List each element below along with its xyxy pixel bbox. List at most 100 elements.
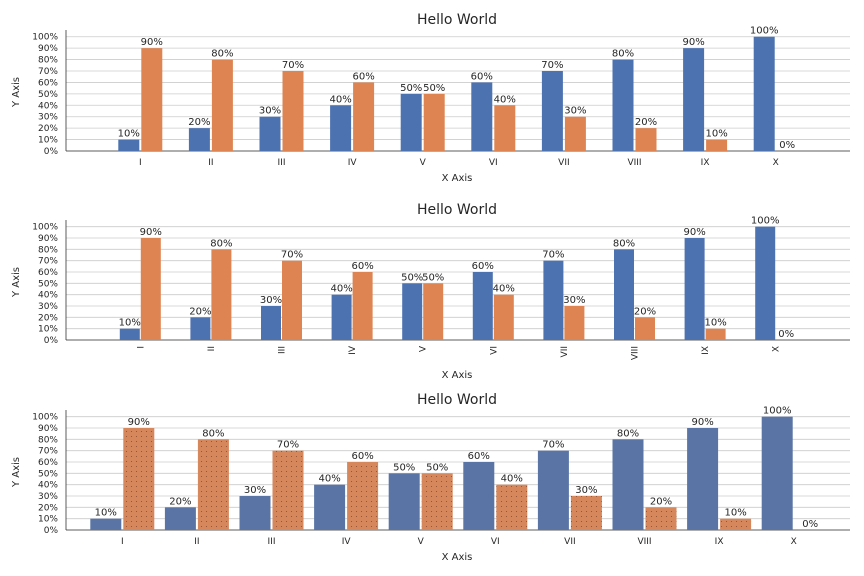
x-tick-label: III xyxy=(278,346,288,354)
chart-panel-middle: Hello World X Axis Y Axis 0%10%20%30%40%… xyxy=(11,202,850,381)
bar-series-2 xyxy=(645,507,677,530)
bar-series-1 xyxy=(541,71,563,151)
data-label: 60% xyxy=(468,451,490,462)
bar-series-2 xyxy=(211,59,233,152)
x-tick-label: VIII xyxy=(631,346,641,360)
bar-series-1 xyxy=(90,518,122,530)
y-tick-label: 100% xyxy=(32,413,58,423)
data-label: 80% xyxy=(202,428,224,439)
x-tick-label: IV xyxy=(348,158,358,168)
chart-panel-bottom: Hello World X Axis Y Axis 0%10%20%30%40%… xyxy=(11,392,850,563)
bar-series-1 xyxy=(119,328,140,340)
bar-series-1 xyxy=(259,116,281,151)
bar-series-2 xyxy=(493,294,514,340)
data-label: 20% xyxy=(635,117,657,128)
plot-area: 0%10%20%30%40%50%60%70%80%90%100%10%90%I… xyxy=(32,26,850,168)
bar-series-1 xyxy=(683,48,705,152)
bar-series-1 xyxy=(687,428,719,530)
bar-series-1 xyxy=(314,484,346,530)
chart-panel-top: Hello World X Axis Y Axis 0%10%20%30%40%… xyxy=(11,12,850,184)
data-label: 90% xyxy=(141,37,163,48)
data-label: 0% xyxy=(778,329,794,340)
x-tick-label: X xyxy=(772,346,782,352)
data-label: 10% xyxy=(705,129,727,140)
bar-series-2 xyxy=(282,260,302,340)
y-tick-label: 30% xyxy=(38,113,58,123)
data-label: 90% xyxy=(683,227,705,238)
data-label: 0% xyxy=(779,140,795,151)
y-tick-label: 10% xyxy=(38,136,58,146)
data-label: 80% xyxy=(211,49,233,60)
y-tick-label: 20% xyxy=(38,503,58,513)
data-label: 70% xyxy=(277,440,299,451)
data-label: 50% xyxy=(400,83,422,94)
y-tick-label: 70% xyxy=(38,257,58,267)
y-axis-label: Y Axis xyxy=(11,457,22,488)
data-label: 90% xyxy=(140,227,162,238)
data-label: 30% xyxy=(575,485,597,496)
data-label: 40% xyxy=(318,474,340,485)
data-label: 60% xyxy=(471,71,493,82)
x-axis-label: X Axis xyxy=(442,552,473,563)
bar-series-1 xyxy=(755,226,776,340)
data-label: 60% xyxy=(351,261,373,272)
bar-series-1 xyxy=(388,473,420,530)
bar-series-1 xyxy=(330,105,352,151)
data-label: 30% xyxy=(563,295,585,306)
bar-series-1 xyxy=(614,249,634,340)
data-label: 40% xyxy=(501,474,523,485)
y-tick-label: 60% xyxy=(38,458,58,468)
data-label: 40% xyxy=(329,94,351,105)
data-label: 20% xyxy=(169,496,191,507)
bar-series-1 xyxy=(761,416,793,530)
x-tick-label: II xyxy=(194,537,199,547)
data-label: 10% xyxy=(724,508,746,519)
data-label: 70% xyxy=(282,60,304,71)
bar-series-2 xyxy=(705,328,726,340)
x-tick-label: V xyxy=(419,345,429,352)
data-label: 20% xyxy=(188,117,210,128)
y-tick-label: 70% xyxy=(38,67,58,77)
data-label: 100% xyxy=(763,406,792,417)
data-label: 90% xyxy=(691,417,713,428)
chart-title: Hello World xyxy=(417,392,497,408)
y-tick-label: 80% xyxy=(38,56,58,66)
x-tick-label: VI xyxy=(491,537,500,547)
y-tick-label: 10% xyxy=(38,515,58,525)
data-label: 80% xyxy=(617,428,639,439)
bar-series-2 xyxy=(272,450,304,530)
bar-series-2 xyxy=(496,484,528,530)
x-tick-label: III xyxy=(278,158,286,168)
data-label: 40% xyxy=(494,94,516,105)
data-label: 90% xyxy=(682,37,704,48)
data-label: 60% xyxy=(351,451,373,462)
x-tick-label: VIII xyxy=(637,537,651,547)
bar-series-2 xyxy=(347,462,379,530)
plot-area: 0%10%20%30%40%50%60%70%80%90%100%10%90%I… xyxy=(32,216,850,360)
x-tick-label: IV xyxy=(342,537,352,547)
x-tick-label: V xyxy=(418,537,425,547)
y-tick-label: 70% xyxy=(38,447,58,457)
bar-series-1 xyxy=(188,128,210,151)
bar-series-1 xyxy=(190,317,211,340)
y-tick-label: 30% xyxy=(38,302,58,312)
x-tick-label: I xyxy=(139,158,142,168)
data-label: 80% xyxy=(612,49,634,60)
bar-series-2 xyxy=(211,249,232,340)
data-label: 80% xyxy=(613,238,635,249)
y-tick-label: 40% xyxy=(38,481,58,491)
bar-series-2 xyxy=(421,473,453,530)
x-tick-label: VII xyxy=(564,537,575,547)
x-tick-label: III xyxy=(268,537,276,547)
y-axis-label: Y Axis xyxy=(11,77,22,108)
bar-series-1 xyxy=(239,496,271,530)
bar-series-2 xyxy=(123,428,155,530)
bar-series-2 xyxy=(706,139,728,151)
data-label: 10% xyxy=(704,318,726,329)
data-label: 10% xyxy=(95,508,117,519)
data-label: 50% xyxy=(393,462,415,473)
bar-series-2 xyxy=(197,439,229,530)
data-label: 100% xyxy=(750,26,779,37)
x-tick-label: IV xyxy=(348,345,358,355)
